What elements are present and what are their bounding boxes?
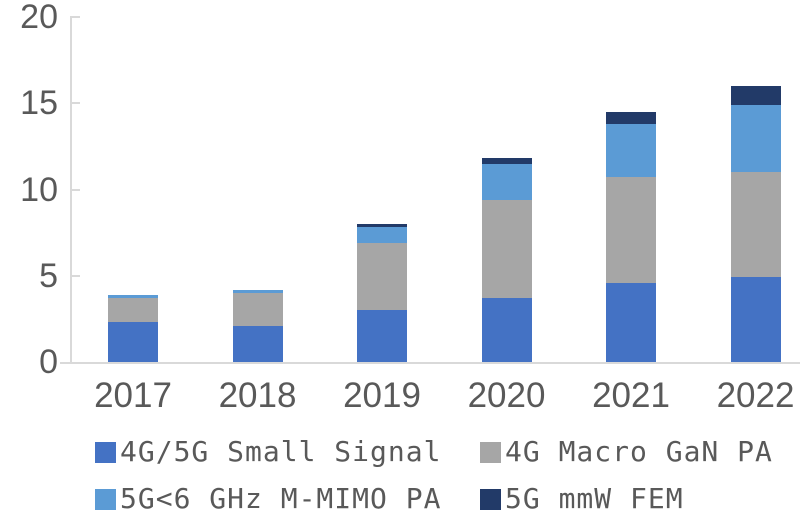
bar-stack-2022 — [730, 86, 781, 362]
legend-item: 5G<6 GHz M-MIMO PA — [95, 484, 441, 514]
bar-segment — [606, 111, 656, 124]
bar-stack-2021 — [606, 111, 656, 362]
legend-label: 5G mmW FEM — [505, 482, 684, 514]
bar-segment — [357, 227, 407, 243]
bar-segment — [357, 310, 407, 362]
x-axis-label: 2020 — [467, 376, 546, 415]
bar-stack-2018 — [232, 289, 283, 362]
legend-label: 4G Macro GaN PA — [505, 435, 773, 468]
y-axis-label: 10 — [20, 170, 58, 209]
legend-item: 4G/5G Small Signal — [95, 437, 441, 467]
bar-segment — [481, 199, 532, 299]
bar-stack-2020 — [481, 158, 532, 362]
x-axis-label: 2022 — [716, 376, 795, 415]
x-axis-label: 2017 — [94, 376, 172, 415]
bar-segment — [730, 277, 781, 362]
bar-segment — [232, 293, 283, 326]
bar-stack-2017 — [108, 294, 158, 362]
legend-swatch-icon — [95, 488, 116, 510]
bar-segment — [481, 158, 532, 164]
legend-swatch-icon — [480, 441, 501, 463]
y-axis-label: 20 — [20, 0, 58, 36]
legend-label: 5G<6 GHz M-MIMO PA — [120, 482, 442, 514]
bar-segment — [357, 242, 407, 311]
bar-segment — [232, 325, 283, 362]
y-axis-tick — [70, 16, 80, 18]
bar-segment — [730, 172, 781, 278]
bar-segment — [606, 282, 656, 362]
x-axis-line — [60, 362, 800, 364]
x-axis-label: 2018 — [218, 376, 297, 415]
x-axis-label: 2019 — [343, 376, 421, 415]
bar-stack-2019 — [357, 224, 407, 362]
bar-segment — [108, 294, 158, 299]
y-axis-label: 0 — [39, 343, 58, 381]
bar-segment — [232, 289, 283, 293]
legend-swatch-icon — [95, 441, 116, 463]
bar-segment — [108, 322, 158, 362]
bar-segment — [108, 298, 158, 323]
y-axis-label: 15 — [20, 84, 58, 123]
y-axis-label: 5 — [39, 256, 58, 295]
legend-swatch-icon — [480, 488, 501, 510]
y-axis-tick — [70, 274, 80, 277]
bar-segment — [606, 123, 656, 178]
y-axis-tick — [70, 102, 80, 105]
bar-segment — [481, 298, 532, 362]
bar-segment — [606, 177, 656, 283]
x-axis-label: 2021 — [592, 376, 670, 415]
bar-segment — [357, 224, 407, 228]
y-axis-tick — [70, 188, 80, 191]
legend-item: 4G Macro GaN PA — [480, 437, 773, 467]
bar-segment — [730, 86, 781, 105]
legend-label: 4G/5G Small Signal — [120, 435, 442, 468]
legend-item: 5G mmW FEM — [480, 484, 684, 514]
bar-segment — [481, 163, 532, 200]
bar-segment — [730, 105, 781, 173]
